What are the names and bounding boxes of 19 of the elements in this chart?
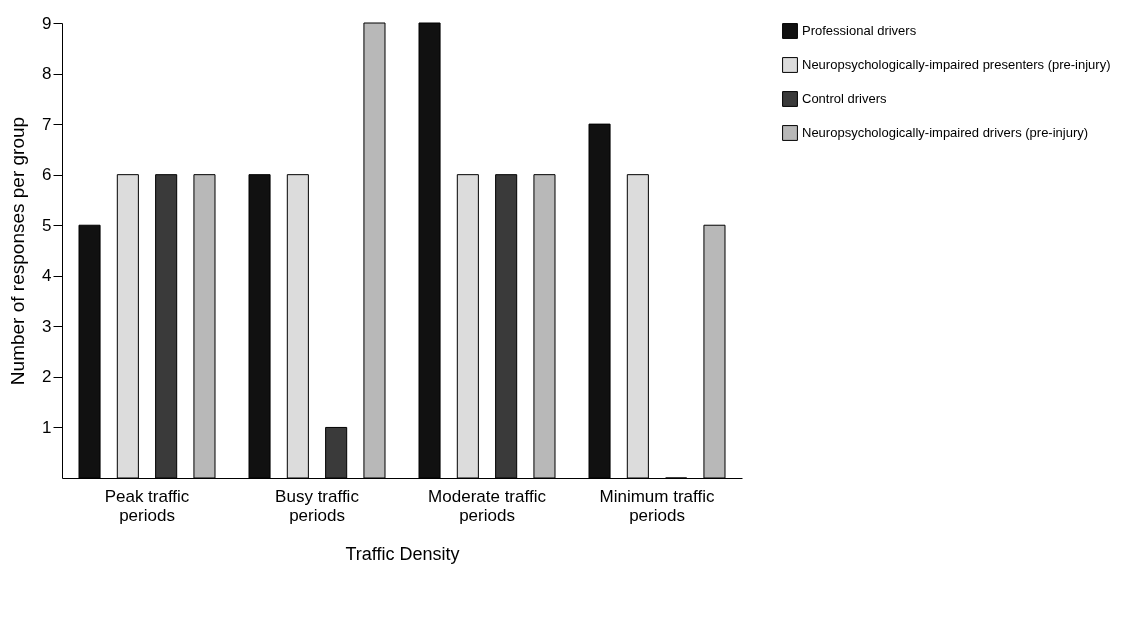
y-tick-label: 4	[42, 266, 52, 286]
y-tick-label: 5	[42, 215, 52, 235]
y-tick-label: 9	[42, 13, 52, 33]
x-tick-label: Moderate traffic periods	[428, 486, 547, 525]
legend-label: Professional drivers	[802, 23, 917, 38]
x-tick-label: Minimum traffic periods	[599, 486, 715, 525]
x-axis-title: Traffic Density	[345, 543, 460, 564]
y-tick-label: 1	[42, 417, 52, 437]
y-tick-label: 7	[42, 114, 52, 134]
y-tick-label: 8	[42, 64, 52, 84]
y-tick-label: 3	[42, 316, 52, 336]
legend-label: Neuropsychologically-impaired presenters (pre-injury)	[802, 57, 1111, 72]
x-tick-label: Peak traffic periods	[104, 486, 190, 525]
y-axis-title: Number of responses per group	[7, 116, 29, 386]
x-tick-label: Busy traffic periods	[275, 486, 360, 525]
y-tick-label: 2	[42, 367, 52, 387]
legend-label: Neuropsychologically-impaired drivers (pre-injury)	[802, 125, 1089, 140]
y-tick-label: 6	[42, 165, 52, 185]
legend-label: Control drivers	[802, 91, 888, 106]
